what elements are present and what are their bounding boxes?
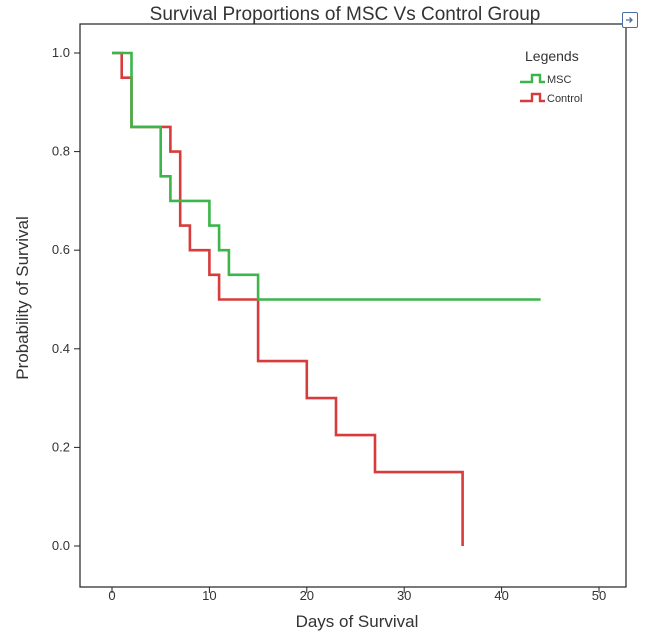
- legend: Legends MSC Control: [520, 48, 582, 105]
- y-tick-label: 1.0: [52, 45, 70, 60]
- y-axis-label: Probability of Survival: [13, 216, 32, 379]
- legend-title: Legends: [525, 48, 579, 64]
- legend-label-control: Control: [547, 93, 582, 105]
- y-tick-label: 0.8: [52, 144, 70, 159]
- open-in-new-icon[interactable]: [622, 12, 638, 28]
- x-axis: 0 10 20 30 40 50: [108, 587, 606, 603]
- x-tick-label: 20: [300, 588, 314, 603]
- x-tick-label: 0: [108, 588, 115, 603]
- y-axis: 0.0 0.2 0.4 0.6 0.8 1.0: [52, 45, 80, 553]
- x-tick-label: 40: [494, 588, 508, 603]
- legend-symbol-control: [520, 92, 545, 103]
- x-tick-label: 50: [592, 588, 606, 603]
- x-axis-label: Days of Survival: [296, 612, 419, 631]
- y-tick-label: 0.4: [52, 341, 70, 356]
- series-layer: [112, 51, 541, 546]
- x-tick-label: 30: [397, 588, 411, 603]
- legend-label-msc: MSC: [547, 74, 572, 86]
- plot-frame: [79, 23, 627, 588]
- y-tick-label: 0.0: [52, 538, 70, 553]
- legend-symbol-msc: [520, 73, 545, 84]
- y-tick-label: 0.2: [52, 439, 70, 454]
- y-tick-label: 0.6: [52, 242, 70, 257]
- x-tick-label: 10: [202, 588, 216, 603]
- chart-title: Survival Proportions of MSC Vs Control G…: [150, 4, 541, 25]
- open-in-new-glyph: [626, 17, 633, 23]
- series-line-msc: [112, 51, 541, 301]
